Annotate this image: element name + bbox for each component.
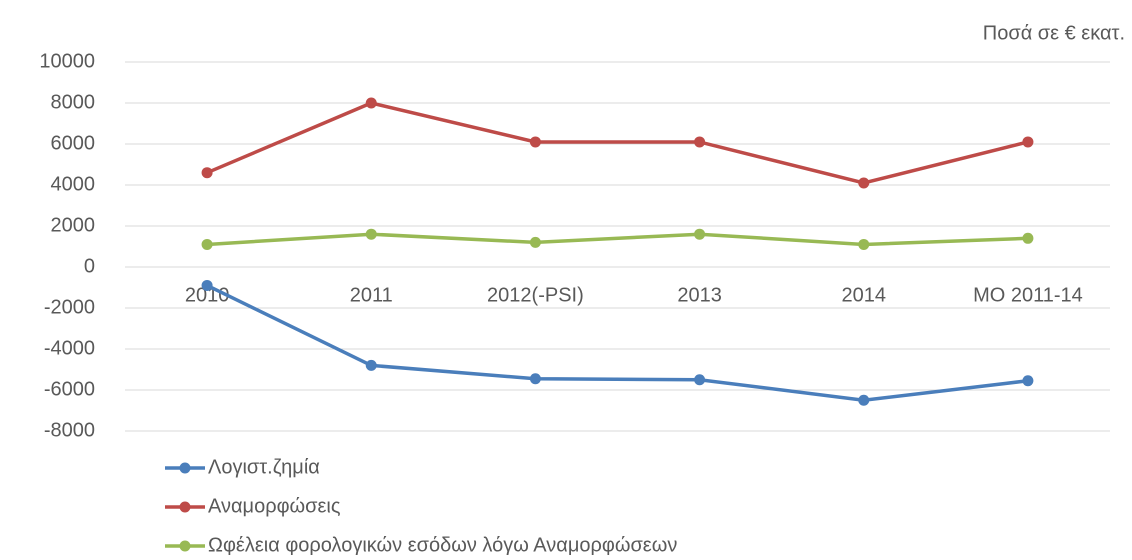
unit-note: Ποσά σε € εκατ. — [983, 22, 1125, 44]
data-point — [694, 136, 706, 148]
data-point — [529, 136, 541, 148]
legend-marker — [179, 501, 191, 513]
x-tick-label: 2014 — [842, 284, 887, 306]
y-tick-label: -6000 — [44, 378, 95, 400]
y-tick-label: 0 — [84, 255, 95, 277]
data-point — [365, 97, 377, 109]
series-line — [206, 232, 1028, 247]
data-point — [1022, 375, 1034, 387]
legend-label: Ωφέλεια φορολογικών εσόδων λόγω Αναμορφώ… — [208, 534, 677, 555]
data-point — [201, 238, 213, 250]
data-point — [694, 228, 706, 240]
data-point — [201, 279, 213, 291]
data-point — [365, 228, 377, 240]
x-tick-label: MO 2011-14 — [973, 284, 1083, 306]
legend-label: Αναμορφώσεις — [208, 495, 341, 517]
data-point — [1022, 232, 1034, 244]
data-point — [201, 167, 213, 179]
y-tick-label: 10000 — [39, 50, 95, 72]
data-point — [858, 394, 870, 406]
legend-marker — [179, 462, 191, 474]
y-tick-label: 2000 — [51, 214, 96, 236]
y-tick-label: 6000 — [51, 132, 96, 154]
data-point — [365, 359, 377, 371]
data-point — [1022, 136, 1034, 148]
series-line — [206, 283, 1029, 403]
x-tick-label: 2011 — [350, 284, 393, 306]
legend-marker — [179, 540, 191, 552]
x-tick-label: 2012(-PSI) — [487, 284, 584, 306]
data-point — [858, 177, 870, 189]
data-point — [858, 238, 870, 250]
y-tick-label: 4000 — [51, 173, 96, 195]
data-point — [529, 236, 541, 248]
y-tick-label: -2000 — [44, 296, 95, 318]
x-tick-label: 2013 — [677, 284, 722, 306]
y-tick-label: -8000 — [44, 419, 95, 441]
y-tick-label: -4000 — [44, 337, 95, 359]
legend-label: Λογιστ.ζημία — [208, 456, 320, 478]
y-tick-label: 8000 — [51, 91, 96, 113]
series-line — [206, 101, 1029, 185]
data-point — [694, 374, 706, 386]
data-point — [529, 373, 541, 385]
